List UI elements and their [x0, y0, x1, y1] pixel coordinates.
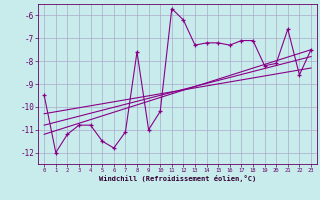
X-axis label: Windchill (Refroidissement éolien,°C): Windchill (Refroidissement éolien,°C)	[99, 175, 256, 182]
